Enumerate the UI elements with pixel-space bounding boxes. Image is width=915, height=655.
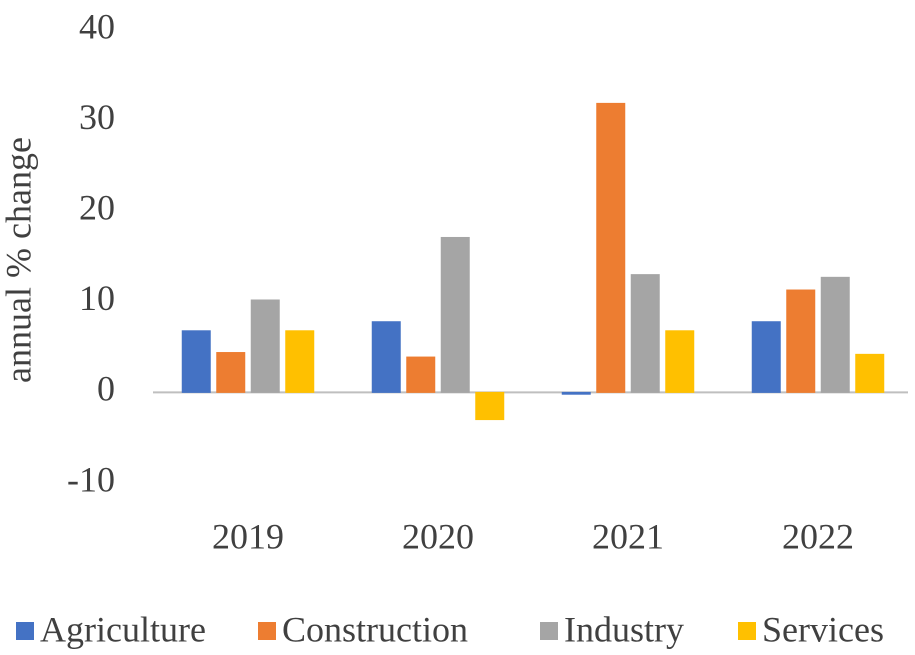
bar (475, 391, 505, 421)
y-tick-label: 10 (79, 278, 115, 318)
legend-label: Agriculture (40, 609, 206, 649)
bar (216, 352, 246, 393)
x-tick-label: 2022 (782, 516, 854, 556)
bar (596, 102, 626, 393)
bar (665, 330, 695, 393)
y-tick-label: -10 (67, 459, 115, 499)
legend-swatch (258, 622, 276, 640)
bar (440, 236, 470, 393)
legend-label: Industry (564, 609, 684, 649)
x-tick-label: 2020 (402, 516, 474, 556)
y-tick-label: 30 (79, 97, 115, 137)
bar (855, 353, 885, 393)
bar (786, 289, 816, 393)
bar (285, 330, 315, 393)
bar (406, 356, 436, 393)
bar (751, 321, 781, 393)
y-tick-label: 20 (79, 187, 115, 227)
legend-swatch (540, 622, 558, 640)
bar (250, 299, 280, 393)
x-tick-label: 2021 (592, 516, 664, 556)
y-tick-label: 40 (79, 6, 115, 46)
x-tick-label: 2019 (212, 516, 284, 556)
legend-swatch (738, 622, 756, 640)
bar (371, 321, 401, 393)
y-tick-label: 0 (97, 369, 115, 409)
bar (820, 276, 850, 393)
bar (630, 274, 660, 393)
y-axis-label: annual % change (0, 137, 38, 383)
bar (181, 330, 211, 393)
legend-swatch (16, 622, 34, 640)
legend-label: Construction (282, 609, 468, 649)
bar (561, 391, 591, 395)
legend-label: Services (762, 609, 884, 649)
